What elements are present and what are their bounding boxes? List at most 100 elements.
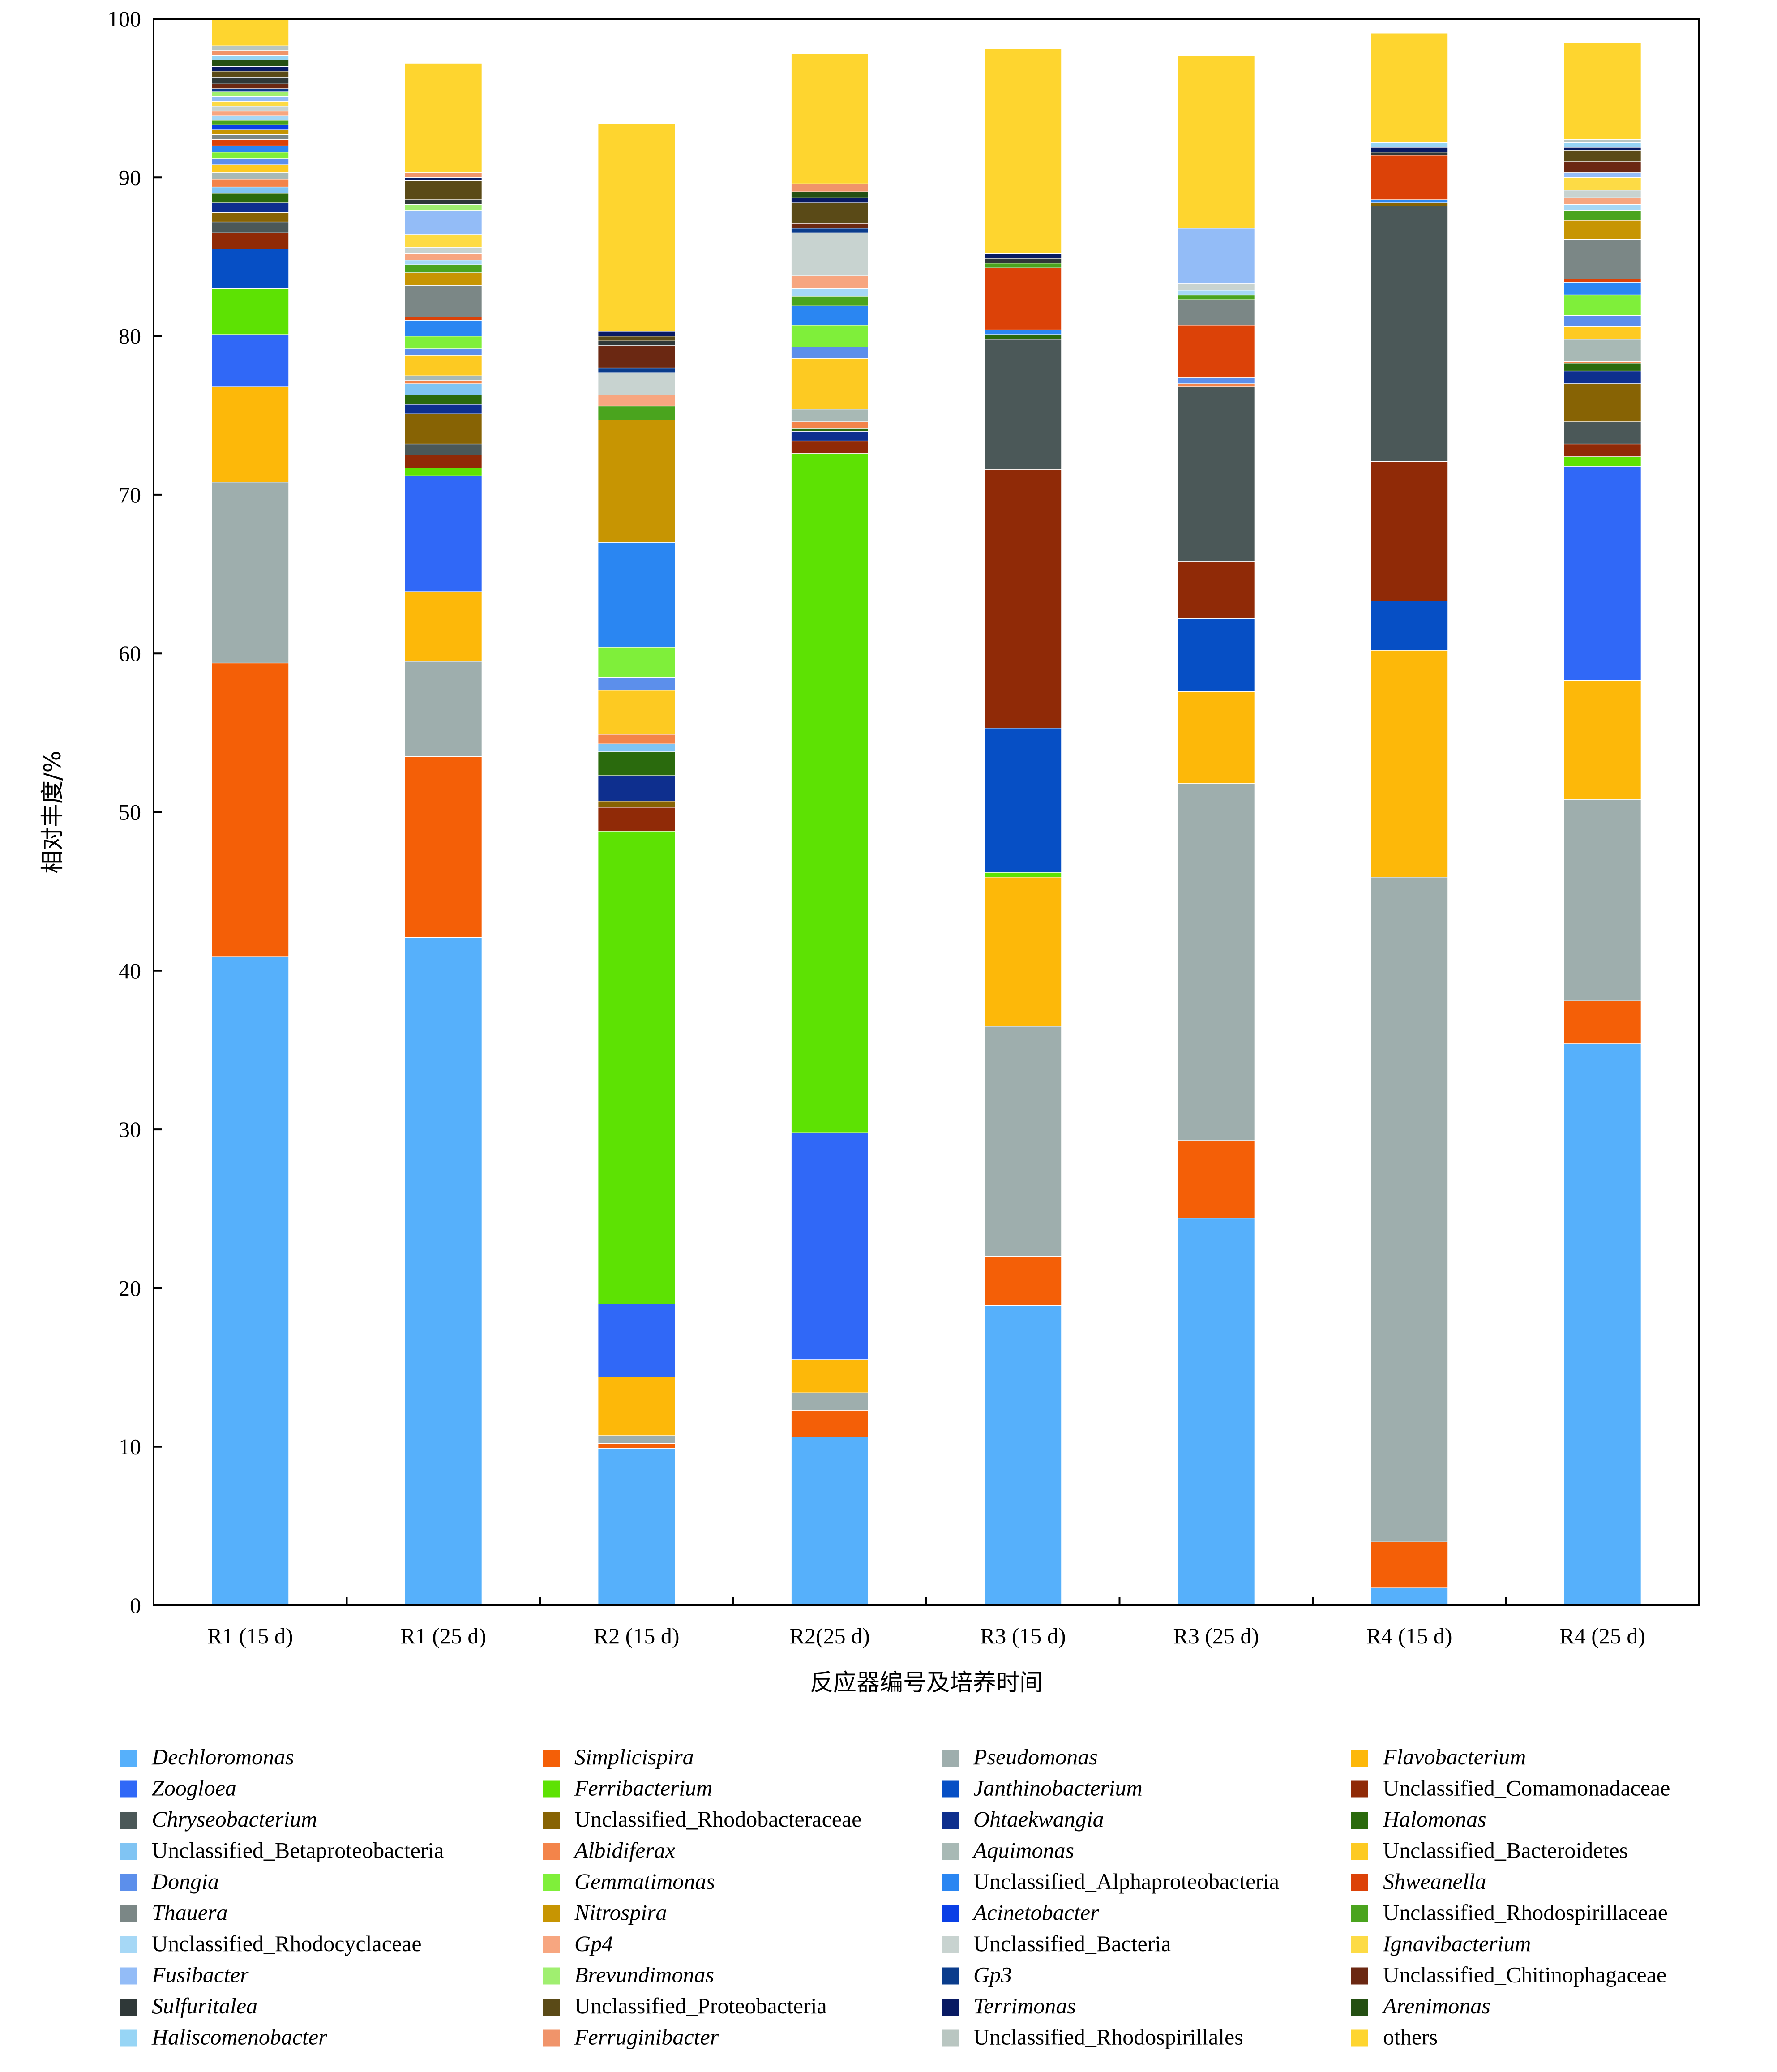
- bar-segment: [211, 115, 289, 121]
- bar-segment: [211, 66, 289, 72]
- legend-label: Unclassified_Rhodocyclaceae: [152, 1931, 422, 1956]
- bar-segment: [984, 877, 1062, 1027]
- x-axis-title: 反应器编号及培养时间: [810, 1669, 1043, 1696]
- bar-segment: [598, 734, 676, 744]
- legend-swatch: [1351, 1967, 1368, 1985]
- bar-segment: [791, 1410, 869, 1437]
- bar-segment: [404, 247, 482, 254]
- legend-label: Unclassified_Betaproteobacteria: [152, 1838, 444, 1863]
- legend-swatch: [1351, 1750, 1368, 1767]
- y-tick-label: 40: [119, 958, 141, 983]
- legend-label: Nitrospira: [574, 1900, 667, 1925]
- bar-segment: [984, 872, 1062, 878]
- bar-segment: [984, 334, 1062, 340]
- legend-swatch: [942, 1967, 959, 1985]
- bar-segment: [211, 158, 289, 165]
- legend-label: Albidiferax: [573, 1838, 675, 1863]
- bar-segment: [1177, 290, 1255, 296]
- bar-segment: [1563, 1000, 1641, 1044]
- bar-segment: [1370, 33, 1448, 143]
- bar-segment: [404, 380, 482, 384]
- bar-segment: [211, 662, 289, 957]
- legend-label: others: [1383, 2025, 1438, 2050]
- legend-swatch: [942, 2029, 959, 2047]
- bar-segment: [211, 956, 289, 1606]
- legend-label: Unclassified_Bacteria: [973, 1931, 1171, 1956]
- bar-segment: [598, 395, 676, 407]
- bar-segment: [404, 335, 482, 349]
- bar-segment: [211, 45, 289, 51]
- legend: Dechloromonas Simplicispira Pseudomonas Fla…: [120, 1744, 1670, 2050]
- bar-segment: [211, 134, 289, 140]
- bar-segment: [211, 91, 289, 97]
- legend-label: Flavobacterium: [1383, 1744, 1526, 1769]
- bar-segment: [598, 335, 676, 341]
- bar-segment: [211, 71, 289, 78]
- bar-segment: [1177, 561, 1255, 619]
- bar-segment: [791, 228, 869, 233]
- bar-segment: [1177, 386, 1255, 562]
- plot-frame: [153, 18, 1700, 1606]
- bar-segment: [404, 404, 482, 414]
- bar-segment: [404, 180, 482, 200]
- legend-label: Arenimonas: [1382, 1993, 1490, 2018]
- bar-segment: [598, 123, 676, 332]
- legend-label: Aquimonas: [972, 1838, 1074, 1863]
- bar-segment: [791, 1437, 869, 1606]
- bar-segment: [1177, 1140, 1255, 1219]
- bar-segment: [404, 253, 482, 261]
- bar-segment: [404, 320, 482, 337]
- bar-segment: [1563, 466, 1641, 681]
- bar-segment: [791, 428, 869, 432]
- legend-swatch: [543, 1750, 560, 1767]
- bar-segment: [984, 1026, 1062, 1257]
- bar-segment: [211, 481, 289, 664]
- bar-segment: [404, 756, 482, 938]
- legend-label: Pseudomonas: [973, 1744, 1098, 1769]
- bar-segment: [598, 420, 676, 543]
- legend-swatch: [120, 1874, 137, 1891]
- bar-segment: [404, 355, 482, 376]
- bar-segment: [1177, 377, 1255, 384]
- bar-segment: [1563, 421, 1641, 445]
- bar-segment: [404, 264, 482, 273]
- legend-label: Gp3: [973, 1962, 1012, 1987]
- bar-segment: [1563, 190, 1641, 198]
- legend-swatch: [120, 1905, 137, 1922]
- bar-segment: [1563, 210, 1641, 221]
- bar-segment: [598, 751, 676, 776]
- bar-segment: [598, 405, 676, 420]
- legend-label: Ferribacterium: [574, 1776, 712, 1801]
- legend-label: Thauera: [152, 1900, 227, 1925]
- legend-swatch: [543, 1843, 560, 1860]
- bar-segment: [1370, 601, 1448, 651]
- legend-swatch: [1351, 1780, 1368, 1798]
- legend-label: Unclassified_Rhodospirillaceae: [1383, 1900, 1668, 1925]
- x-tick-label: R4 (25 d): [1559, 1623, 1645, 1648]
- bar-segment: [1563, 142, 1641, 148]
- legend-label: Shweanella: [1383, 1869, 1486, 1894]
- bar-segment: [211, 124, 289, 130]
- bar-segment: [211, 50, 289, 56]
- legend-label: Chryseobacterium: [152, 1806, 317, 1832]
- bar-segment: [984, 267, 1062, 330]
- bar-segment: [1177, 228, 1255, 284]
- bar-segment: [598, 775, 676, 802]
- bar-segment: [211, 83, 289, 89]
- legend-label: Simplicispira: [574, 1744, 694, 1769]
- legend-swatch: [120, 2029, 137, 2047]
- legend-swatch: [120, 1843, 137, 1860]
- bar-segment: [598, 340, 676, 346]
- y-axis-title: 相对丰度/%: [39, 751, 66, 874]
- bar-segment: [1177, 55, 1255, 229]
- bar-segment: [984, 469, 1062, 729]
- x-tick-label: R4 (15 d): [1366, 1623, 1452, 1648]
- legend-label: Unclassified_Comamonadaceae: [1383, 1776, 1670, 1801]
- bar-segment: [791, 408, 869, 422]
- bar-segment: [404, 204, 482, 211]
- legend-swatch: [543, 1936, 560, 1953]
- legend-swatch: [942, 1905, 959, 1922]
- bar-segment: [598, 1304, 676, 1377]
- bar-segment: [1370, 155, 1448, 200]
